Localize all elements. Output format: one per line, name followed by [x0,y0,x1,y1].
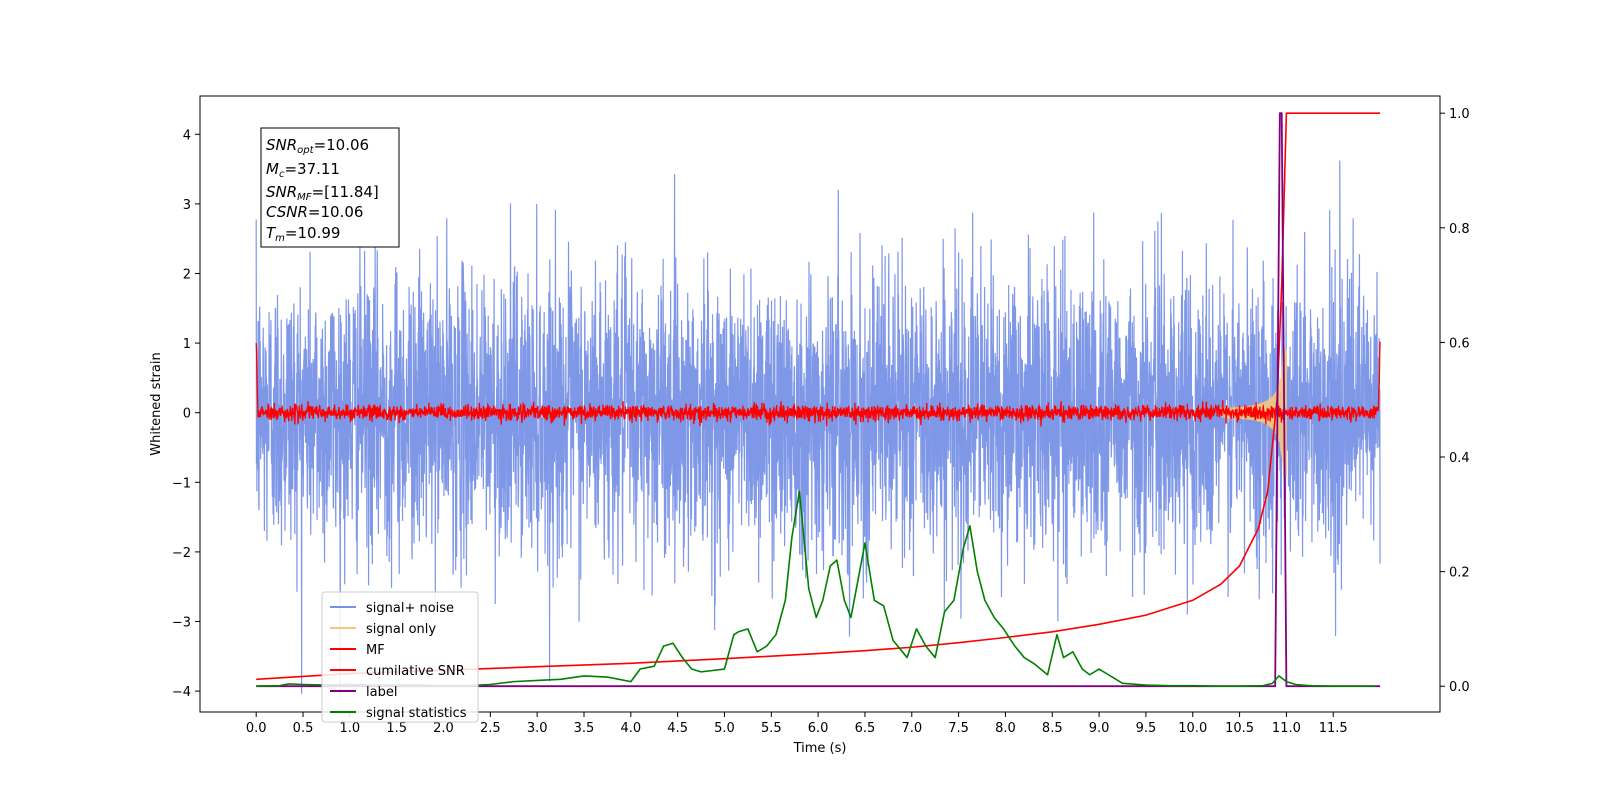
x-tick-label: 2.5 [480,721,501,736]
x-tick-label: 10.0 [1178,721,1207,736]
x-tick-label: 8.0 [995,721,1016,736]
x-tick-label: 3.0 [527,721,548,736]
stats-mc: Mc=37.11 [266,160,340,180]
legend-label: signal only [366,622,436,637]
y-left-tick-label: −2 [172,546,191,561]
stats-box: SNRopt=10.06 Mc=37.11 SNRMF=[11.84] CSNR… [260,127,400,248]
x-tick-label: 9.5 [1136,721,1157,736]
series-signal-noise [255,160,1381,699]
x-axis-label: Time (s) [793,741,847,756]
series-label [256,112,1381,688]
x-tick-label: 6.0 [808,721,829,736]
x-tick-label: 1.0 [340,721,361,736]
y-right-tick-label: 0.8 [1449,222,1470,237]
y-left-tick-label: 0 [183,407,191,422]
y-left-tick-label: 3 [183,198,191,213]
legend-label: cumilative SNR [366,664,465,679]
x-tick-label: 0.5 [293,721,314,736]
legend-entries: signal+ noise signal only MF cumilative SNR… [330,601,467,721]
x-tick-label: 1.5 [386,721,407,736]
y-right-tick-label: 0.0 [1449,680,1470,695]
stats-snr-mf: SNRMF=[11.84] [266,183,379,203]
x-tick-label: 4.0 [620,721,641,736]
stats-csnr: CSNR=10.06 [266,203,363,221]
x-tick-label: 5.0 [714,721,735,736]
legend: signal+ noise signal only MF cumilative SNR… [321,591,479,723]
x-tick-label: 10.5 [1225,721,1254,736]
legend-label: signal statistics [366,706,467,721]
x-tick-label: 3.5 [574,721,595,736]
x-tick-label: 2.0 [433,721,454,736]
y-axis-left: 4 3 2 1 0 −1 −2 −3 −4 [172,128,200,700]
x-tick-label: 7.0 [901,721,922,736]
series-layer [255,112,1381,699]
y-left-tick-label: −4 [172,685,191,700]
series-mf [255,341,1381,427]
x-tick-label: 8.5 [1042,721,1063,736]
x-axis: 0.0 0.5 1.0 1.5 2.0 2.5 3.0 3.5 4.0 4.5 5.0 5.5 6.0 6… [246,712,1348,736]
x-tick-label: 11.0 [1272,721,1301,736]
stats-snr-opt: SNRopt=10.06 [266,136,369,156]
x-tick-label: 0.0 [246,721,267,736]
legend-label: label [366,685,397,700]
y-right-tick-label: 1.0 [1449,107,1470,122]
y-left-tick-label: 1 [183,337,191,352]
stats-tm: Tm=10.99 [266,224,340,244]
y-right-tick-label: 0.2 [1449,566,1470,581]
y-left-tick-label: 2 [183,267,191,282]
y-axis-right: 1.0 0.8 0.6 0.4 0.2 0.0 [1440,107,1470,695]
y-right-tick-label: 0.4 [1449,451,1470,466]
x-tick-label: 7.5 [948,721,969,736]
series-signal-statistics [256,490,1376,688]
y-left-tick-label: −1 [172,476,191,491]
y-axis-label: Whitened strain [149,352,164,455]
x-tick-label: 11.5 [1319,721,1348,736]
legend-label: signal+ noise [366,601,454,616]
legend-label: MF [366,643,385,658]
x-tick-label: 4.5 [667,721,688,736]
legend-frame [321,591,479,723]
x-tick-label: 9.0 [1089,721,1110,736]
x-tick-label: 6.5 [855,721,876,736]
y-left-tick-label: −3 [172,616,191,631]
plot-frame [199,95,1441,713]
y-left-tick-label: 4 [183,128,191,143]
y-right-tick-label: 0.6 [1449,336,1470,351]
x-tick-label: 5.5 [761,721,782,736]
series-signal-only [1220,349,1287,476]
